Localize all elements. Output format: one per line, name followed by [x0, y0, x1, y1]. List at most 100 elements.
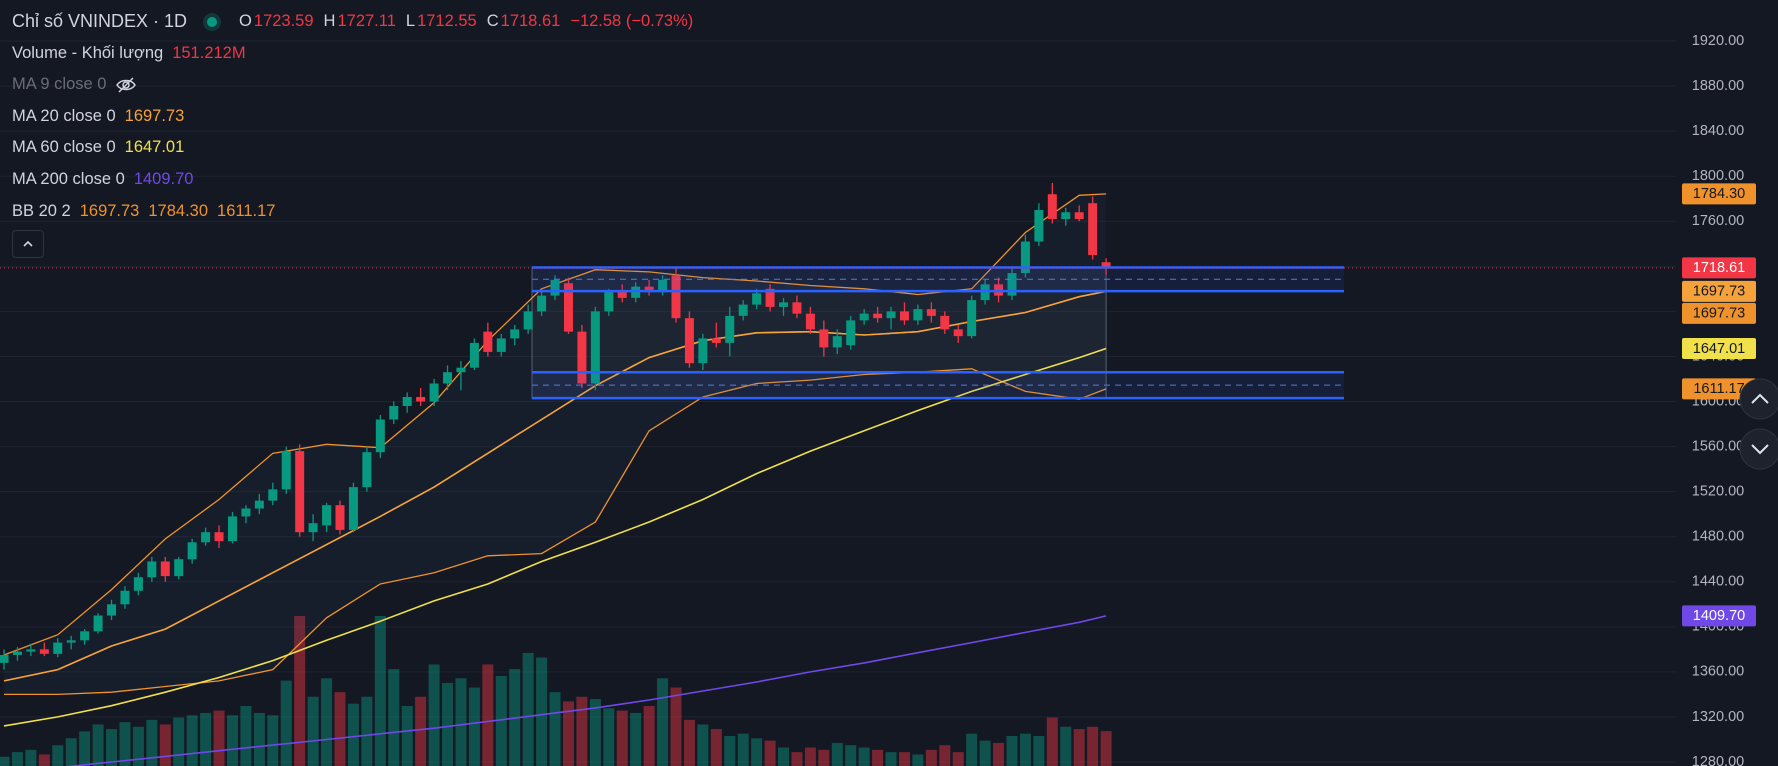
volume-bar [697, 724, 709, 766]
volume-bar [0, 756, 10, 766]
candle-body [604, 291, 614, 312]
candle-body [160, 561, 170, 577]
legend-bb[interactable]: BB 20 2 1697.73 1784.30 1611.17 [12, 196, 703, 228]
candle-body [926, 309, 936, 316]
volume-bar [764, 740, 776, 766]
volume-bar [818, 749, 830, 766]
legend-ma60[interactable]: MA 60 close 0 1647.01 [12, 132, 703, 164]
volume-bar [912, 754, 924, 766]
candle-body [348, 487, 358, 530]
price-change: −12.58 (−0.73%) [570, 12, 694, 30]
candle-body [819, 329, 829, 348]
candle-body [899, 311, 909, 321]
volume-bar [374, 616, 386, 766]
price-tag-label: 1647.01 [1693, 341, 1745, 357]
candle-body [268, 489, 278, 501]
volume-bar [1087, 726, 1099, 766]
symbol-title[interactable]: Chỉ số VNINDEX · 1D [12, 11, 188, 31]
scroll-down-button[interactable] [1739, 428, 1778, 470]
candle-body [362, 452, 372, 488]
volume-bar [334, 692, 346, 766]
volume-bar [213, 710, 225, 766]
y-tick-label: 1760.00 [1692, 213, 1744, 229]
candle-body [1034, 209, 1044, 242]
candle-body [1020, 241, 1030, 274]
collapse-legend-button[interactable] [12, 230, 44, 259]
candle-body [1074, 212, 1084, 219]
y-tick-label: 1880.00 [1692, 78, 1744, 94]
candle-body [375, 419, 385, 453]
price-tag [1682, 302, 1756, 324]
chevron-up [23, 241, 33, 247]
indicator-value: 1611.17 [217, 201, 276, 220]
price-tag [1682, 378, 1756, 400]
volume-bar [939, 745, 951, 766]
price-tag-label: 1409.70 [1693, 608, 1745, 624]
hidden-icon[interactable] [115, 76, 137, 94]
candle-body [254, 500, 264, 509]
volume-bar [643, 706, 655, 766]
volume-bar [92, 724, 104, 766]
volume-bar [159, 724, 171, 766]
legend-ma20[interactable]: MA 20 close 0 1697.73 [12, 101, 703, 133]
candle-body [792, 302, 802, 314]
candle-body [537, 295, 547, 312]
volume-bar [1019, 733, 1031, 766]
ohlc-value: 1718.61 [500, 12, 561, 30]
bb-lower [4, 368, 1107, 696]
legend-header: Chỉ số VNINDEX · 1D O 1723.59 H 1727.11 … [12, 6, 703, 38]
candle-body [66, 640, 76, 643]
price-tag [1682, 338, 1756, 360]
legend-ma9[interactable]: MA 9 close 0 [12, 69, 703, 101]
legend-volume[interactable]: Volume - Khối lượng 151.212M [12, 38, 703, 70]
volume-bar [240, 706, 252, 766]
volume-bar [791, 752, 803, 766]
volume-bar [38, 754, 50, 766]
volume-bar [280, 680, 292, 766]
candle-body [335, 505, 345, 530]
candle-body [12, 651, 22, 655]
candle-body [120, 590, 130, 605]
volume-bar [106, 729, 118, 766]
chevron-up [1751, 393, 1769, 404]
volume-bar [361, 696, 373, 766]
volume-bar [1033, 736, 1045, 766]
candle-body [26, 649, 36, 652]
ohlc-key: O [239, 12, 252, 30]
candle-body [1061, 212, 1071, 219]
indicator-value: 151.212M [172, 43, 246, 62]
candle-body [429, 383, 439, 402]
candle-body [402, 396, 412, 407]
candle-body [940, 315, 950, 330]
volume-bar [603, 708, 615, 766]
candle-body [53, 642, 63, 654]
indicator-value: 1697.73 [79, 201, 140, 220]
volume-bar [522, 652, 534, 766]
scroll-up-button[interactable] [1739, 378, 1778, 420]
volume-bar [1073, 729, 1085, 766]
scroll-buttons[interactable] [1739, 378, 1778, 470]
ma-line [65, 615, 1107, 766]
volume-bar [347, 703, 359, 766]
volume-bar [549, 692, 561, 766]
volume-bar [751, 738, 763, 766]
volume-bar [1100, 731, 1112, 766]
volume-bar [1060, 726, 1072, 766]
ohlc-value: 1723.59 [253, 12, 314, 30]
volume-bar [495, 676, 507, 766]
y-tick-label: 1800.00 [1692, 168, 1744, 184]
legend-ma200[interactable]: MA 200 close 0 1409.70 [12, 164, 703, 196]
candle-body [39, 649, 49, 654]
eye-pupil [122, 81, 131, 89]
volume-bar [589, 699, 601, 766]
chevron-down [1751, 444, 1769, 455]
candle-body [590, 311, 600, 384]
price-tag [1682, 183, 1756, 205]
volume-bar [778, 747, 790, 766]
price-tag [1682, 280, 1756, 302]
volume-bar [737, 733, 749, 766]
ohlc-value: 1712.55 [417, 12, 477, 30]
candle-body [523, 311, 533, 330]
candle-body [953, 329, 963, 337]
candle-body [496, 338, 506, 352]
